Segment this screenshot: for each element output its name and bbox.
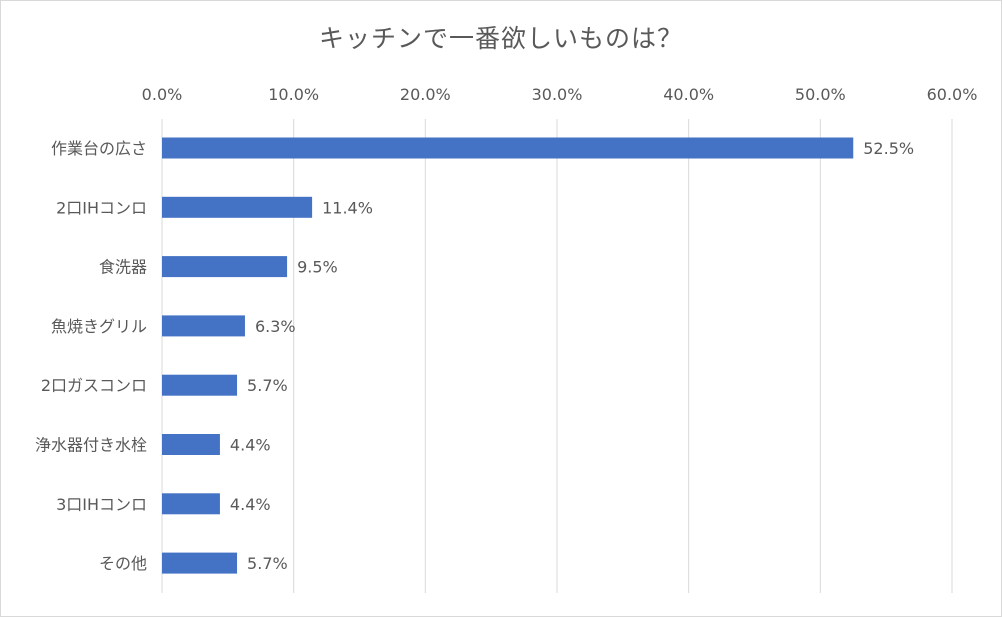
- category-label: その他: [99, 554, 147, 573]
- bar: [162, 434, 220, 455]
- x-tick-label: 10.0%: [268, 85, 319, 104]
- category-label: 魚焼きグリル: [51, 317, 147, 336]
- category-label: 作業台の広さ: [51, 139, 147, 158]
- data-label: 52.5%: [863, 139, 914, 158]
- data-label: 5.7%: [247, 554, 288, 573]
- data-label: 5.7%: [247, 376, 288, 395]
- data-label: 4.4%: [230, 436, 271, 455]
- bar: [162, 374, 238, 396]
- data-label: 11.4%: [322, 198, 373, 217]
- bar: [162, 315, 245, 337]
- bar: [162, 196, 313, 218]
- data-label: 4.4%: [230, 495, 271, 514]
- category-label: 3口IHコンロ: [56, 495, 147, 514]
- x-tick-label: 20.0%: [400, 85, 451, 104]
- x-tick-label: 30.0%: [532, 85, 583, 104]
- bar: [162, 493, 220, 515]
- category-label: 食洗器: [99, 258, 147, 277]
- x-tick-label: 0.0%: [142, 85, 183, 104]
- chart-title: キッチンで一番欲しいものは？: [318, 24, 683, 53]
- bar: [162, 137, 854, 159]
- x-tick-label: 40.0%: [663, 85, 714, 104]
- bar: [162, 552, 238, 574]
- x-tick-label: 50.0%: [795, 85, 846, 104]
- category-label: 浄水器付き水栓: [35, 436, 147, 455]
- data-label: 9.5%: [297, 258, 338, 277]
- x-tick-label: 60.0%: [927, 85, 978, 104]
- bar: [162, 256, 288, 278]
- category-label: 2口IHコンロ: [56, 198, 147, 217]
- data-label: 6.3%: [255, 317, 296, 336]
- category-label: 2口ガスコンロ: [41, 376, 147, 395]
